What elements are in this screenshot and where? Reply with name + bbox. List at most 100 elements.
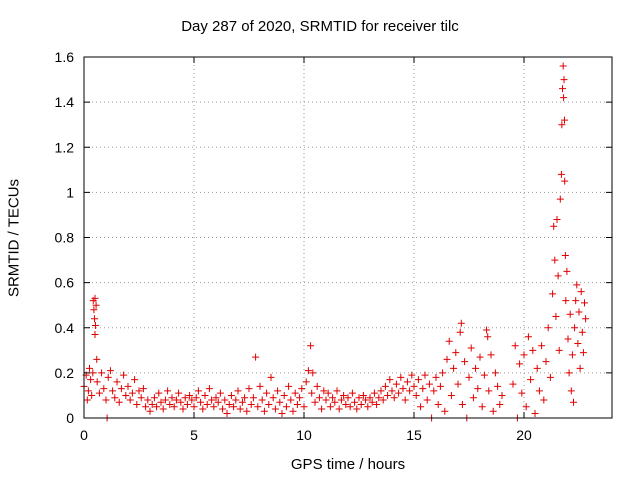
data-point bbox=[564, 335, 572, 343]
data-point bbox=[573, 281, 581, 289]
data-point bbox=[170, 403, 178, 411]
x-tick-label-4: 20 bbox=[516, 427, 532, 443]
data-point bbox=[494, 382, 502, 390]
data-point bbox=[399, 385, 407, 393]
data-point bbox=[95, 389, 103, 397]
data-point bbox=[373, 400, 381, 408]
data-point bbox=[276, 398, 284, 406]
data-point bbox=[436, 382, 444, 390]
data-point bbox=[417, 403, 425, 411]
data-point bbox=[563, 267, 571, 275]
data-point bbox=[254, 403, 262, 411]
data-point bbox=[434, 400, 442, 408]
data-point bbox=[139, 385, 147, 393]
data-point bbox=[484, 333, 492, 341]
data-point bbox=[192, 394, 200, 402]
x-axis-label: GPS time / hours bbox=[290, 456, 406, 473]
data-point bbox=[221, 396, 229, 404]
data-point bbox=[520, 351, 528, 359]
data-point bbox=[223, 409, 231, 417]
data-point bbox=[575, 308, 583, 316]
data-point bbox=[550, 222, 558, 230]
data-point bbox=[100, 385, 108, 393]
data-point bbox=[214, 398, 222, 406]
data-point bbox=[208, 396, 216, 404]
data-point bbox=[230, 403, 238, 411]
data-point bbox=[216, 389, 224, 397]
data-point bbox=[179, 405, 187, 413]
data-point bbox=[549, 290, 557, 298]
data-point bbox=[212, 394, 220, 402]
data-point bbox=[401, 396, 409, 404]
data-point bbox=[90, 306, 98, 314]
grid-lines bbox=[84, 57, 612, 418]
data-point bbox=[554, 272, 562, 280]
y-axis-label: SRMTID / TECUs bbox=[5, 178, 23, 298]
data-point bbox=[357, 400, 365, 408]
data-point bbox=[120, 371, 128, 379]
data-point bbox=[542, 358, 550, 366]
data-point bbox=[236, 405, 244, 413]
data-point bbox=[467, 344, 475, 352]
data-point bbox=[320, 387, 328, 395]
data-point bbox=[483, 326, 491, 334]
data-point bbox=[557, 170, 565, 178]
data-point bbox=[491, 369, 499, 377]
y-tick-label-7: 1.4 bbox=[55, 94, 75, 110]
data-point bbox=[340, 391, 348, 399]
data-point bbox=[461, 358, 469, 366]
data-point bbox=[131, 376, 139, 384]
data-point bbox=[546, 373, 554, 381]
data-point bbox=[551, 256, 559, 264]
data-point bbox=[194, 387, 202, 395]
data-point bbox=[308, 389, 316, 397]
data-point bbox=[322, 396, 330, 404]
data-point bbox=[379, 396, 387, 404]
data-point bbox=[86, 364, 93, 372]
data-point bbox=[395, 389, 403, 397]
data-point bbox=[109, 387, 117, 395]
data-point bbox=[175, 389, 183, 397]
data-point bbox=[88, 391, 96, 399]
data-point bbox=[531, 409, 539, 417]
data-point bbox=[568, 351, 576, 359]
data-point bbox=[576, 364, 584, 372]
data-point bbox=[351, 398, 359, 406]
data-point bbox=[390, 394, 398, 402]
data-point bbox=[581, 299, 588, 307]
data-point bbox=[238, 398, 246, 406]
data-point bbox=[559, 85, 566, 93]
data-point bbox=[570, 398, 577, 406]
data-point bbox=[381, 382, 389, 390]
data-point bbox=[522, 403, 530, 411]
data-point bbox=[552, 312, 560, 320]
data-point bbox=[241, 394, 249, 402]
data-point bbox=[555, 346, 563, 354]
data-point bbox=[529, 346, 537, 354]
data-point bbox=[225, 400, 233, 408]
data-point bbox=[476, 353, 484, 361]
data-point bbox=[197, 398, 205, 406]
data-point bbox=[359, 391, 367, 399]
data-point bbox=[331, 398, 339, 406]
data-point bbox=[298, 385, 306, 393]
data-point bbox=[146, 407, 154, 415]
data-point bbox=[232, 396, 240, 404]
data-point bbox=[439, 369, 447, 377]
data-point bbox=[168, 394, 176, 402]
data-point bbox=[181, 394, 189, 402]
data-point bbox=[111, 394, 119, 402]
data-point bbox=[252, 353, 260, 361]
data-point bbox=[302, 378, 310, 386]
data-point bbox=[133, 400, 141, 408]
data-point bbox=[98, 369, 106, 377]
data-point bbox=[177, 398, 185, 406]
data-point bbox=[558, 121, 566, 129]
data-point bbox=[559, 62, 567, 70]
data-point bbox=[104, 373, 112, 381]
data-point bbox=[186, 391, 194, 399]
data-point bbox=[582, 315, 590, 323]
data-point bbox=[560, 94, 568, 102]
data-point bbox=[128, 389, 136, 397]
data-point bbox=[408, 371, 416, 379]
